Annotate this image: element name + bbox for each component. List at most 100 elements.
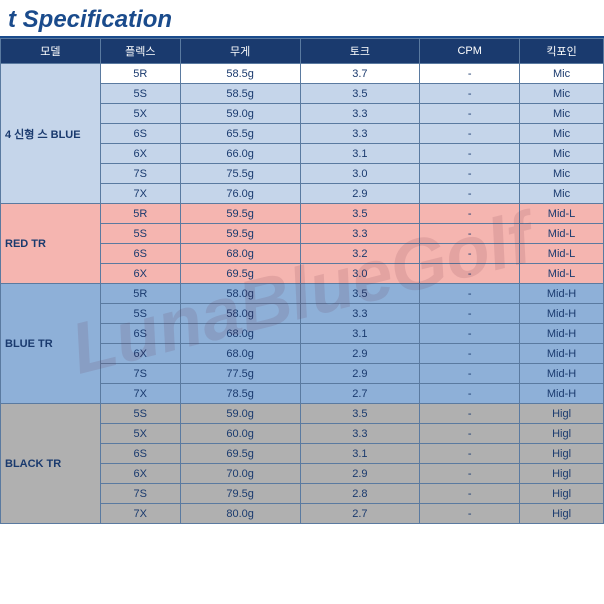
cell-tq: 2.8: [300, 484, 420, 504]
spec-title: t Specification: [0, 0, 604, 38]
cell-tq: 2.7: [300, 384, 420, 404]
cell-cpm: -: [420, 504, 520, 524]
cell-flex: 6X: [100, 144, 180, 164]
cell-wt: 66.0g: [180, 144, 300, 164]
cell-wt: 69.5g: [180, 264, 300, 284]
cell-wt: 79.5g: [180, 484, 300, 504]
cell-kick: Mid-H: [520, 384, 604, 404]
cell-tq: 2.9: [300, 184, 420, 204]
cell-cpm: -: [420, 184, 520, 204]
cell-flex: 5X: [100, 104, 180, 124]
cell-wt: 68.0g: [180, 324, 300, 344]
col-weight: 무게: [180, 39, 300, 64]
cell-flex: 7S: [100, 484, 180, 504]
cell-wt: 70.0g: [180, 464, 300, 484]
cell-cpm: -: [420, 364, 520, 384]
cell-cpm: -: [420, 124, 520, 144]
col-flex: 플렉스: [100, 39, 180, 64]
cell-cpm: -: [420, 104, 520, 124]
cell-cpm: -: [420, 464, 520, 484]
col-cpm: CPM: [420, 39, 520, 64]
cell-flex: 6X: [100, 344, 180, 364]
cell-flex: 5R: [100, 204, 180, 224]
spec-table: 모델 플렉스 무게 토크 CPM 킥포인 4 신형 스 BLUE5R58.5g3…: [0, 38, 604, 524]
cell-kick: Mid-H: [520, 304, 604, 324]
cell-wt: 77.5g: [180, 364, 300, 384]
col-model: 모델: [1, 39, 101, 64]
col-kick: 킥포인: [520, 39, 604, 64]
cell-wt: 58.5g: [180, 64, 300, 84]
cell-kick: Mid-L: [520, 204, 604, 224]
table-row: RED TR5R59.5g3.5-Mid-L: [1, 204, 604, 224]
cell-cpm: -: [420, 264, 520, 284]
cell-cpm: -: [420, 84, 520, 104]
col-torque: 토크: [300, 39, 420, 64]
cell-cpm: -: [420, 164, 520, 184]
cell-kick: Mid-L: [520, 244, 604, 264]
cell-flex: 6X: [100, 464, 180, 484]
table-row: BLUE TR5R58.0g3.5-Mid-H: [1, 284, 604, 304]
cell-flex: 7S: [100, 164, 180, 184]
cell-flex: 6S: [100, 124, 180, 144]
cell-flex: 5S: [100, 404, 180, 424]
cell-cpm: -: [420, 324, 520, 344]
cell-cpm: -: [420, 304, 520, 324]
cell-kick: Mic: [520, 84, 604, 104]
cell-wt: 59.5g: [180, 224, 300, 244]
cell-kick: Higl: [520, 464, 604, 484]
cell-tq: 3.3: [300, 224, 420, 244]
cell-tq: 3.5: [300, 284, 420, 304]
cell-kick: Higl: [520, 404, 604, 424]
cell-flex: 5X: [100, 424, 180, 444]
cell-wt: 69.5g: [180, 444, 300, 464]
cell-flex: 5R: [100, 284, 180, 304]
cell-wt: 65.5g: [180, 124, 300, 144]
cell-tq: 3.3: [300, 424, 420, 444]
cell-flex: 5S: [100, 224, 180, 244]
cell-wt: 60.0g: [180, 424, 300, 444]
cell-kick: Mic: [520, 184, 604, 204]
cell-tq: 3.3: [300, 304, 420, 324]
cell-kick: Mid-L: [520, 224, 604, 244]
cell-cpm: -: [420, 284, 520, 304]
cell-wt: 59.5g: [180, 204, 300, 224]
cell-tq: 3.0: [300, 264, 420, 284]
cell-cpm: -: [420, 64, 520, 84]
cell-flex: 7X: [100, 384, 180, 404]
cell-kick: Mic: [520, 64, 604, 84]
cell-tq: 3.1: [300, 444, 420, 464]
cell-kick: Mic: [520, 104, 604, 124]
cell-flex: 6S: [100, 444, 180, 464]
cell-flex: 5R: [100, 64, 180, 84]
cell-kick: Higl: [520, 444, 604, 464]
cell-kick: Higl: [520, 484, 604, 504]
cell-kick: Higl: [520, 424, 604, 444]
cell-cpm: -: [420, 484, 520, 504]
cell-tq: 2.7: [300, 504, 420, 524]
cell-flex: 6X: [100, 264, 180, 284]
table-row: 4 신형 스 BLUE5R58.5g3.7-Mic: [1, 64, 604, 84]
cell-tq: 2.9: [300, 464, 420, 484]
cell-wt: 78.5g: [180, 384, 300, 404]
header-row: 모델 플렉스 무게 토크 CPM 킥포인: [1, 39, 604, 64]
cell-cpm: -: [420, 384, 520, 404]
cell-kick: Mid-H: [520, 324, 604, 344]
cell-cpm: -: [420, 424, 520, 444]
cell-cpm: -: [420, 244, 520, 264]
cell-kick: Mid-H: [520, 284, 604, 304]
cell-flex: 7S: [100, 364, 180, 384]
table-row: BLACK TR5S59.0g3.5-Higl: [1, 404, 604, 424]
cell-wt: 58.0g: [180, 284, 300, 304]
cell-wt: 58.0g: [180, 304, 300, 324]
cell-cpm: -: [420, 444, 520, 464]
cell-wt: 58.5g: [180, 84, 300, 104]
cell-kick: Mid-L: [520, 264, 604, 284]
cell-cpm: -: [420, 344, 520, 364]
cell-tq: 2.9: [300, 364, 420, 384]
model-cell: BLACK TR: [1, 404, 101, 524]
cell-wt: 76.0g: [180, 184, 300, 204]
cell-flex: 6S: [100, 244, 180, 264]
cell-tq: 3.5: [300, 204, 420, 224]
cell-flex: 7X: [100, 504, 180, 524]
cell-flex: 6S: [100, 324, 180, 344]
